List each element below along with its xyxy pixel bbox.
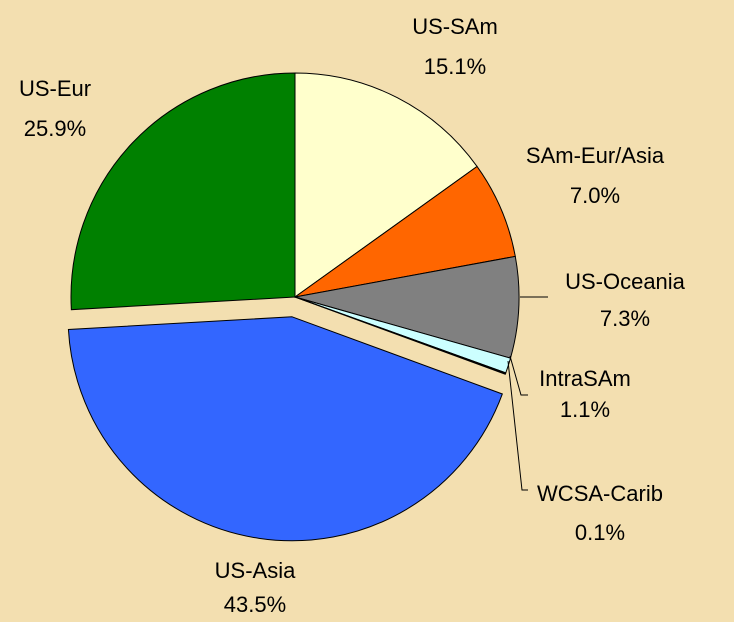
value-label: 7.0%	[570, 183, 620, 208]
pie-slice	[67, 316, 503, 542]
slice-label: US-SAm	[412, 14, 498, 39]
value-label: 7.3%	[600, 306, 650, 331]
value-label: 1.1%	[560, 397, 610, 422]
pie-slice	[70, 72, 296, 311]
value-label: 43.5%	[224, 592, 286, 617]
pie-slice	[294, 255, 520, 359]
pie-slice	[294, 296, 507, 375]
value-label: 25.9%	[24, 116, 86, 141]
value-label: 15.1%	[424, 54, 486, 79]
slice-label: SAm-Eur/Asia	[526, 143, 665, 168]
slice-label: US-Oceania	[565, 269, 686, 294]
pie-slice	[294, 72, 478, 298]
leader-line	[507, 360, 528, 491]
slice-label: US-Eur	[19, 76, 91, 101]
slice-label: IntraSAm	[539, 366, 631, 391]
slice-label: WCSA-Carib	[537, 481, 663, 506]
leader-line	[509, 355, 528, 396]
value-label: 0.1%	[575, 520, 625, 545]
slice-label: US-Asia	[215, 558, 296, 583]
